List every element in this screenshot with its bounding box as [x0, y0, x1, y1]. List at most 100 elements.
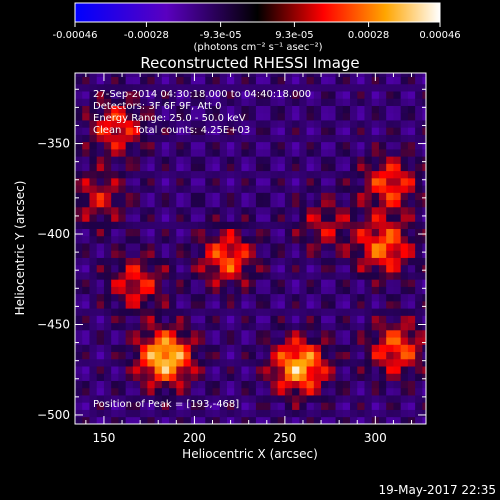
- heatmap-cell: [364, 308, 373, 316]
- heatmap-cell: [198, 73, 206, 78]
- heatmap-cell: [169, 134, 177, 143]
- heatmap-cell: [342, 185, 351, 193]
- heatmap-cell: [386, 293, 394, 302]
- heatmap-cell: [75, 156, 83, 164]
- heatmap-cell: [306, 105, 315, 114]
- heatmap-cell: [234, 141, 242, 150]
- heatmap-cell: [335, 120, 344, 128]
- heatmap-cell: [161, 228, 170, 237]
- heatmap-cell: [400, 409, 409, 418]
- heatmap-cell: [234, 380, 242, 389]
- heatmap-cell: [400, 344, 409, 353]
- heatmap-cell: [132, 366, 141, 374]
- heatmap-cell: [321, 387, 329, 396]
- heatmap-cell: [248, 395, 257, 403]
- heatmap-cell: [357, 141, 365, 150]
- heatmap-cell: [371, 395, 380, 403]
- heatmap-cell: [263, 358, 271, 367]
- heatmap-cell: [82, 380, 90, 389]
- heatmap-cell: [386, 308, 394, 316]
- heatmap-cell: [169, 322, 177, 331]
- heatmap-cell: [248, 91, 257, 99]
- heatmap-cell: [335, 206, 344, 215]
- heatmap-cell: [176, 409, 184, 418]
- heatmap-cell: [270, 73, 279, 78]
- heatmap-cell: [147, 402, 156, 410]
- heatmap-cell: [335, 185, 344, 193]
- heatmap-cell: [176, 91, 184, 99]
- heatmap-cell: [277, 308, 286, 316]
- heatmap-cell: [198, 148, 206, 157]
- heatmap-cell: [89, 293, 98, 302]
- heatmap-cell: [357, 380, 365, 389]
- heatmap-cell: [328, 293, 336, 302]
- heatmap-cell: [234, 351, 242, 360]
- heatmap-cell: [212, 279, 221, 287]
- heatmap-cell: [378, 351, 387, 360]
- heatmap-cell: [292, 358, 300, 367]
- heatmap-cell: [75, 105, 83, 114]
- heatmap-cell: [169, 286, 177, 295]
- heatmap-cell: [198, 228, 206, 237]
- heatmap-cell: [371, 141, 380, 150]
- heatmap-cell: [75, 395, 83, 403]
- heatmap-cell: [313, 141, 322, 150]
- heatmap-cell: [234, 192, 242, 201]
- heatmap-cell: [190, 409, 199, 418]
- heatmap-cell: [89, 264, 98, 273]
- heatmap-cell: [313, 257, 322, 266]
- heatmap-cell: [234, 235, 242, 244]
- heatmap-cell: [234, 402, 242, 410]
- heatmap-cell: [263, 120, 271, 128]
- heatmap-cell: [335, 141, 344, 150]
- heatmap-cell: [103, 409, 112, 418]
- heatmap-cell: [378, 73, 387, 78]
- heatmap-cell: [75, 228, 83, 237]
- heatmap-cell: [125, 243, 134, 251]
- heatmap-cell: [386, 243, 394, 251]
- heatmap-cell: [89, 257, 98, 266]
- heatmap-cell: [270, 315, 279, 324]
- heatmap-cell: [306, 127, 315, 135]
- heatmap-cell: [284, 134, 293, 143]
- heatmap-cell: [241, 329, 250, 338]
- heatmap-cell: [154, 170, 163, 179]
- heatmap-cell: [306, 264, 315, 273]
- heatmap-cell: [350, 264, 358, 273]
- heatmap-cell: [350, 250, 358, 258]
- heatmap-cell: [386, 163, 394, 172]
- heatmap-cell: [111, 409, 119, 418]
- heatmap-cell: [118, 163, 127, 172]
- heatmap-cell: [89, 76, 98, 85]
- heatmap-cell: [132, 112, 141, 121]
- heatmap-cell: [161, 185, 170, 193]
- heatmap-cell: [393, 98, 402, 106]
- heatmap-cell: [226, 322, 235, 331]
- heatmap-cell: [154, 300, 163, 309]
- heatmap-cell: [422, 257, 426, 266]
- heatmap-cell: [328, 98, 336, 106]
- heatmap-cell: [357, 105, 365, 114]
- heatmap-cell: [125, 279, 134, 287]
- heatmap-cell: [407, 112, 416, 121]
- heatmap-cell: [169, 344, 177, 353]
- heatmap-cell: [96, 127, 105, 135]
- heatmap-cell: [96, 300, 105, 309]
- heatmap-cell: [198, 366, 206, 374]
- heatmap-cell: [183, 416, 192, 424]
- heatmap-cell: [241, 192, 250, 201]
- heatmap-cell: [118, 177, 127, 186]
- heatmap-cell: [415, 98, 423, 106]
- heatmap-cell: [400, 91, 409, 99]
- heatmap-cell: [241, 177, 250, 186]
- heatmap-cell: [386, 170, 394, 179]
- heatmap-cell: [176, 163, 184, 172]
- heatmap-cell: [96, 235, 105, 244]
- heatmap-cell: [219, 358, 228, 367]
- heatmap-cell: [205, 83, 213, 92]
- heatmap-cell: [263, 264, 271, 273]
- heatmap-cell: [190, 315, 199, 324]
- heatmap-cell: [212, 192, 221, 201]
- heatmap-cell: [342, 141, 351, 150]
- heatmap-cell: [118, 127, 127, 135]
